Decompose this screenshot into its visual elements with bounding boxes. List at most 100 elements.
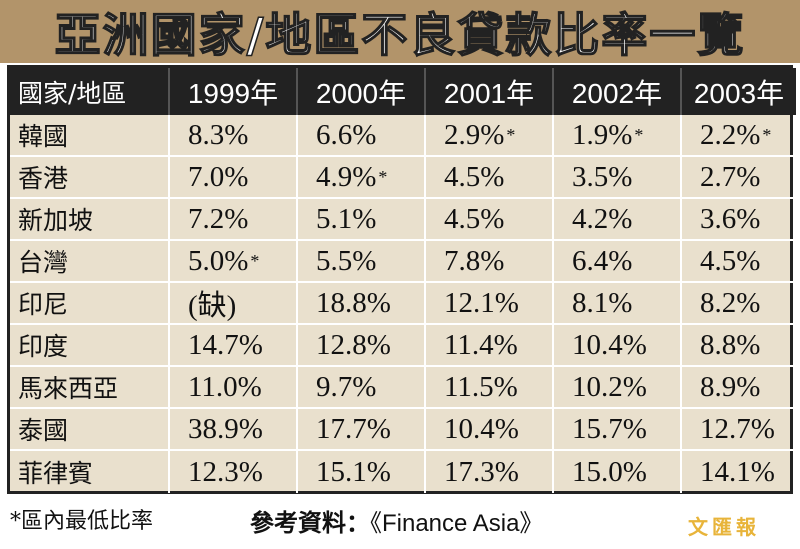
data-cell: 10.4% bbox=[554, 325, 682, 367]
cell-value: 10.4% bbox=[572, 328, 647, 361]
cell-value: 17.7% bbox=[316, 412, 391, 445]
data-cell: 10.4% bbox=[426, 409, 554, 451]
cell-value: 15.7% bbox=[572, 412, 647, 445]
data-cell: 6.4% bbox=[554, 241, 682, 283]
cell-value: 8.8% bbox=[700, 328, 761, 361]
lowest-rate-marker: * bbox=[378, 166, 388, 187]
footnote: *區內最低比率 bbox=[10, 509, 154, 534]
title-bar: 亞洲國家/地區不良貸款比率一覽 bbox=[0, 0, 800, 63]
cell-value: 8.9% bbox=[700, 370, 761, 403]
cell-value: 12.7% bbox=[700, 412, 775, 445]
header-year-1: 1999年 bbox=[170, 68, 298, 115]
cell-value: 11.5% bbox=[444, 370, 518, 403]
row-label: 新加坡 bbox=[10, 199, 170, 241]
row-label: 台灣 bbox=[10, 241, 170, 283]
data-cell: 7.2% bbox=[170, 199, 298, 241]
data-cell: 9.7% bbox=[298, 367, 426, 409]
data-cell: 12.8% bbox=[298, 325, 426, 367]
data-cell: 14.7% bbox=[170, 325, 298, 367]
cell-value: 7.0% bbox=[188, 160, 249, 193]
data-cell: 5.5% bbox=[298, 241, 426, 283]
cell-value: 11.4% bbox=[444, 328, 518, 361]
npl-table: 國家/地區 1999年 2000年 2001年 2002年 2003年 韓國 8.3% 6.6%… bbox=[7, 65, 796, 494]
data-cell: 7.0% bbox=[170, 157, 298, 199]
cell-value: (缺) bbox=[188, 290, 237, 322]
cell-value: 1.9% bbox=[572, 118, 633, 151]
data-cell: 1.9% * bbox=[554, 115, 682, 157]
data-cell: 11.5% bbox=[426, 367, 554, 409]
data-cell: 4.9% * bbox=[298, 157, 426, 199]
data-cell: 2.7% bbox=[682, 157, 796, 199]
cell-value: 5.1% bbox=[316, 202, 377, 235]
cell-value: 4.9% bbox=[316, 160, 377, 193]
cell-value: 9.7% bbox=[316, 370, 377, 403]
cell-value: 14.1% bbox=[700, 455, 775, 488]
cell-value: 14.7% bbox=[188, 328, 263, 361]
row-label: 香港 bbox=[10, 157, 170, 199]
data-cell: 2.9% * bbox=[426, 115, 554, 157]
row-label: 菲律賓 bbox=[10, 451, 170, 493]
data-cell: 3.5% bbox=[554, 157, 682, 199]
cell-value: 3.5% bbox=[572, 160, 633, 193]
data-cell: 7.8% bbox=[426, 241, 554, 283]
data-cell: 15.0% bbox=[554, 451, 682, 493]
data-cell: 4.2% bbox=[554, 199, 682, 241]
data-cell: 17.3% bbox=[426, 451, 554, 493]
cell-value: 4.2% bbox=[572, 202, 633, 235]
data-cell: 5.1% bbox=[298, 199, 426, 241]
data-cell: 4.5% bbox=[426, 157, 554, 199]
data-cell: 18.8% bbox=[298, 283, 426, 325]
header-year-2: 2000年 bbox=[298, 68, 426, 115]
cell-value: 10.4% bbox=[444, 412, 519, 445]
header-year-5: 2003年 bbox=[682, 68, 796, 115]
source-label: 參考資料： bbox=[250, 509, 370, 537]
header-year-3: 2001年 bbox=[426, 68, 554, 115]
cell-value: 2.2% bbox=[700, 118, 761, 151]
lowest-rate-marker: * bbox=[250, 250, 260, 271]
cell-value: 11.0% bbox=[188, 370, 262, 403]
cell-value: 12.8% bbox=[316, 328, 391, 361]
cell-value: 12.3% bbox=[188, 455, 263, 488]
cell-value: 10.2% bbox=[572, 370, 647, 403]
data-cell: 2.2% * bbox=[682, 115, 796, 157]
row-label: 泰國 bbox=[10, 409, 170, 451]
cell-value: 3.6% bbox=[700, 202, 761, 235]
data-cell: 8.1% bbox=[554, 283, 682, 325]
data-cell: 12.7% bbox=[682, 409, 796, 451]
cell-value: 7.2% bbox=[188, 202, 249, 235]
cell-value: 4.5% bbox=[444, 160, 505, 193]
cell-value: 4.5% bbox=[444, 202, 505, 235]
data-cell: 4.5% bbox=[426, 199, 554, 241]
row-label: 馬來西亞 bbox=[10, 367, 170, 409]
data-cell: 8.3% bbox=[170, 115, 298, 157]
page-title: 亞洲國家/地區不良貸款比率一覽 bbox=[54, 7, 746, 63]
data-cell: 12.3% bbox=[170, 451, 298, 493]
data-cell: (缺) bbox=[170, 283, 298, 325]
cell-value: 5.0% bbox=[188, 244, 249, 277]
data-cell: 4.5% bbox=[682, 241, 796, 283]
data-cell: 6.6% bbox=[298, 115, 426, 157]
cell-value: 15.0% bbox=[572, 455, 647, 488]
data-cell: 10.2% bbox=[554, 367, 682, 409]
data-cell: 17.7% bbox=[298, 409, 426, 451]
data-cell: 15.7% bbox=[554, 409, 682, 451]
data-cell: 11.4% bbox=[426, 325, 554, 367]
cell-value: 17.3% bbox=[444, 455, 519, 488]
cell-value: 6.4% bbox=[572, 244, 633, 277]
cell-value: 2.7% bbox=[700, 160, 761, 193]
cell-value: 38.9% bbox=[188, 412, 263, 445]
data-cell: 8.8% bbox=[682, 325, 796, 367]
cell-value: 18.8% bbox=[316, 286, 391, 319]
lowest-rate-marker: * bbox=[634, 124, 644, 145]
cell-value: 8.3% bbox=[188, 118, 249, 151]
header-year-4: 2002年 bbox=[554, 68, 682, 115]
source-credit: 參考資料：《Finance Asia》 bbox=[250, 503, 543, 538]
data-cell: 14.1% bbox=[682, 451, 796, 493]
data-cell: 8.9% bbox=[682, 367, 796, 409]
data-cell: 15.1% bbox=[298, 451, 426, 493]
row-label: 印尼 bbox=[10, 283, 170, 325]
cell-value: 7.8% bbox=[444, 244, 505, 277]
header-label-column: 國家/地區 bbox=[10, 68, 170, 115]
cell-value: 15.1% bbox=[316, 455, 391, 488]
cell-value: 5.5% bbox=[316, 244, 377, 277]
